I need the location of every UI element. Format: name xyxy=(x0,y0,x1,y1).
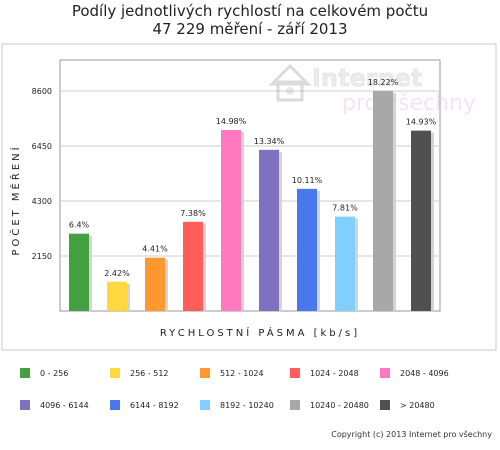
legend-item: 2048 - 4096 xyxy=(380,368,449,378)
y-tick-labels: 2150 4300 6450 8600 xyxy=(32,87,52,261)
legend-item: 1024 - 2048 xyxy=(290,368,359,378)
legend-swatch xyxy=(200,400,210,410)
bar xyxy=(373,90,393,311)
y-tick-label: 8600 xyxy=(32,87,52,96)
legend-item: 512 - 1024 xyxy=(200,368,264,378)
bar xyxy=(411,130,431,311)
legend-item: > 20480 xyxy=(380,400,435,410)
data-label: 10.11% xyxy=(292,176,323,185)
legend-swatch xyxy=(110,368,120,378)
data-label: 13.34% xyxy=(254,137,285,146)
legend-item: 8192 - 10240 xyxy=(200,400,274,410)
watermark-line2: pro všechny xyxy=(342,91,476,116)
data-label: 14.93% xyxy=(406,118,437,127)
data-label: 4.41% xyxy=(142,245,168,254)
data-label: 7.81% xyxy=(332,204,358,213)
legend-label: 1024 - 2048 xyxy=(310,368,359,378)
y-tick-label: 2150 xyxy=(32,252,52,261)
bar xyxy=(297,188,317,311)
data-label: 14.98% xyxy=(216,117,247,126)
legend-label: 2048 - 4096 xyxy=(400,368,449,378)
legend-swatch xyxy=(200,368,210,378)
legend-label: 512 - 1024 xyxy=(220,368,264,378)
y-axis-label: POČET MĚŘENÍ xyxy=(9,144,22,255)
chart-title: Podíly jednotlivých rychlostí na celkové… xyxy=(71,2,429,20)
legend-label: 0 - 256 xyxy=(40,368,69,378)
legend-item: 4096 - 6144 xyxy=(20,400,89,410)
watermark-logo: Internet pro všechny xyxy=(268,63,476,116)
watermark-line1: Internet xyxy=(312,64,422,92)
bar xyxy=(221,130,241,311)
legend-swatch xyxy=(110,400,120,410)
legend-label: 4096 - 6144 xyxy=(40,400,89,410)
bar xyxy=(145,257,165,311)
bars-layer xyxy=(69,90,434,311)
legend-item: 0 - 256 xyxy=(20,368,68,378)
legend-label: 6144 - 8192 xyxy=(130,400,179,410)
legend-item: 256 - 512 xyxy=(110,368,169,378)
data-label: 18.22% xyxy=(368,78,399,87)
x-axis-label: RYCHLOSTNÍ PÁSMA [kb/s] xyxy=(160,326,360,339)
bar xyxy=(259,149,279,311)
data-label: 2.42% xyxy=(104,269,130,278)
copyright-text: Copyright (c) 2013 Internet pro všechny xyxy=(331,430,492,439)
legend-item: 10240 - 20480 xyxy=(290,400,369,410)
y-tick-label: 6450 xyxy=(32,142,52,151)
bar xyxy=(69,233,89,311)
legend-swatch xyxy=(20,400,30,410)
house-icon xyxy=(268,63,312,102)
y-tick-label: 4300 xyxy=(32,197,52,206)
bar xyxy=(183,221,203,311)
legend-item: 6144 - 8192 xyxy=(110,400,179,410)
legend-swatch xyxy=(290,368,300,378)
data-label: 7.38% xyxy=(180,209,206,218)
labels-layer: 6.4% 2.42% 4.41% 7.38% 14.98% 13.34% 10.11% 7.8… xyxy=(69,78,437,278)
legend-swatch xyxy=(380,368,390,378)
legend-label: 256 - 512 xyxy=(130,368,169,378)
legend-swatch xyxy=(380,400,390,410)
bar xyxy=(107,281,127,311)
bar xyxy=(335,216,355,311)
data-label: 6.4% xyxy=(69,221,90,230)
chart-subtitle: 47 229 měření - září 2013 xyxy=(152,20,348,38)
legend-swatch xyxy=(20,368,30,378)
legend-label: 8192 - 10240 xyxy=(220,400,274,410)
legend-label: > 20480 xyxy=(400,400,435,410)
legend-swatch xyxy=(290,400,300,410)
legend-label: 10240 - 20480 xyxy=(310,400,369,410)
